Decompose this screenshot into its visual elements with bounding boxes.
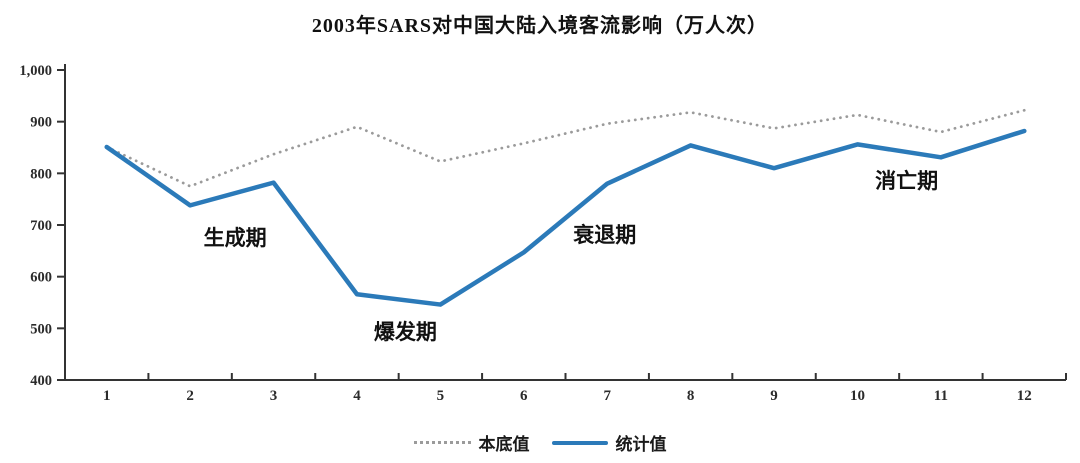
legend-item-statistic: 统计值: [551, 430, 667, 455]
chart-title: 2003年SARS对中国大陆入境客流影响（万人次）: [311, 15, 769, 37]
x-axis-tick-label: 5: [437, 388, 445, 404]
chart-legend: 本底值 统计值: [0, 430, 1080, 455]
y-axis-tick-label: 500: [30, 321, 52, 337]
y-axis-tick-label: 400: [30, 373, 52, 389]
statistic-series-line: [104, 128, 1027, 307]
x-axis-tick-label: 10: [850, 388, 865, 404]
legend-label-statistic: 统计值: [615, 435, 667, 454]
phase-annotation-label: 消亡期: [875, 169, 938, 193]
legend-item-baseline: 本底值: [413, 430, 530, 455]
x-axis-tick-label: 6: [520, 388, 528, 404]
legend-label-baseline: 本底值: [478, 435, 530, 454]
x-axis-tick-label: 9: [770, 388, 778, 404]
y-axis-tick-label: 800: [30, 166, 52, 182]
x-axis-tick-label: 11: [934, 388, 948, 404]
phase-annotation-label: 生成期: [204, 226, 267, 250]
y-axis-tick-label: 1,000: [19, 63, 52, 79]
y-axis-tick-label: 600: [30, 270, 52, 286]
phase-annotation-label: 爆发期: [374, 320, 437, 344]
phase-annotation-label: 衰退期: [573, 223, 636, 247]
x-axis-tick-label: 12: [1017, 388, 1032, 404]
x-axis-tick-label: 7: [603, 388, 611, 404]
y-axis-tick-label: 700: [30, 218, 52, 234]
x-axis-tick-label: 3: [270, 388, 278, 404]
y-axis-tick-label: 900: [30, 115, 52, 131]
x-axis-tick-label: 8: [687, 388, 695, 404]
x-axis-tick-label: 4: [353, 388, 361, 404]
x-axis-tick-label: 2: [186, 388, 194, 404]
baseline-series-line: [105, 108, 1026, 188]
statistic-solid-swatch-icon: [551, 440, 608, 445]
baseline-dotted-swatch-icon: [413, 441, 471, 444]
x-axis-tick-label: 1: [103, 388, 111, 404]
